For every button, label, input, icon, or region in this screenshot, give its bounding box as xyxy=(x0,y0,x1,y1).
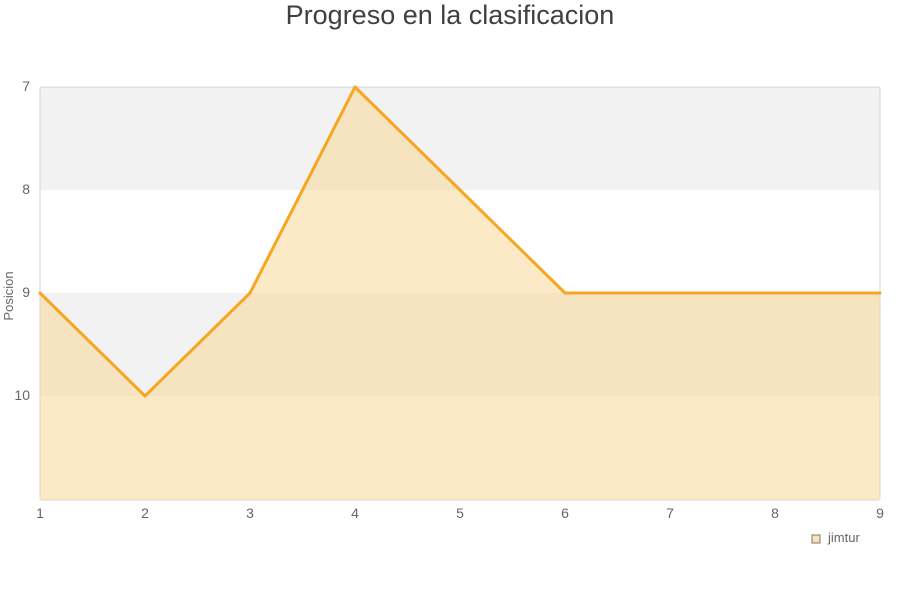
svg-text:1: 1 xyxy=(36,505,44,521)
svg-text:4: 4 xyxy=(351,505,359,521)
svg-text:10: 10 xyxy=(14,387,30,403)
svg-text:5: 5 xyxy=(456,505,464,521)
svg-text:8: 8 xyxy=(22,181,30,197)
svg-text:6: 6 xyxy=(561,505,569,521)
svg-text:7: 7 xyxy=(22,78,30,94)
svg-text:9: 9 xyxy=(876,505,884,521)
svg-text:jimtur: jimtur xyxy=(827,530,860,545)
svg-text:3: 3 xyxy=(246,505,254,521)
svg-text:8: 8 xyxy=(771,505,779,521)
svg-text:9: 9 xyxy=(22,284,30,300)
svg-text:Posicion: Posicion xyxy=(1,271,16,320)
svg-text:7: 7 xyxy=(666,505,674,521)
svg-text:2: 2 xyxy=(141,505,149,521)
